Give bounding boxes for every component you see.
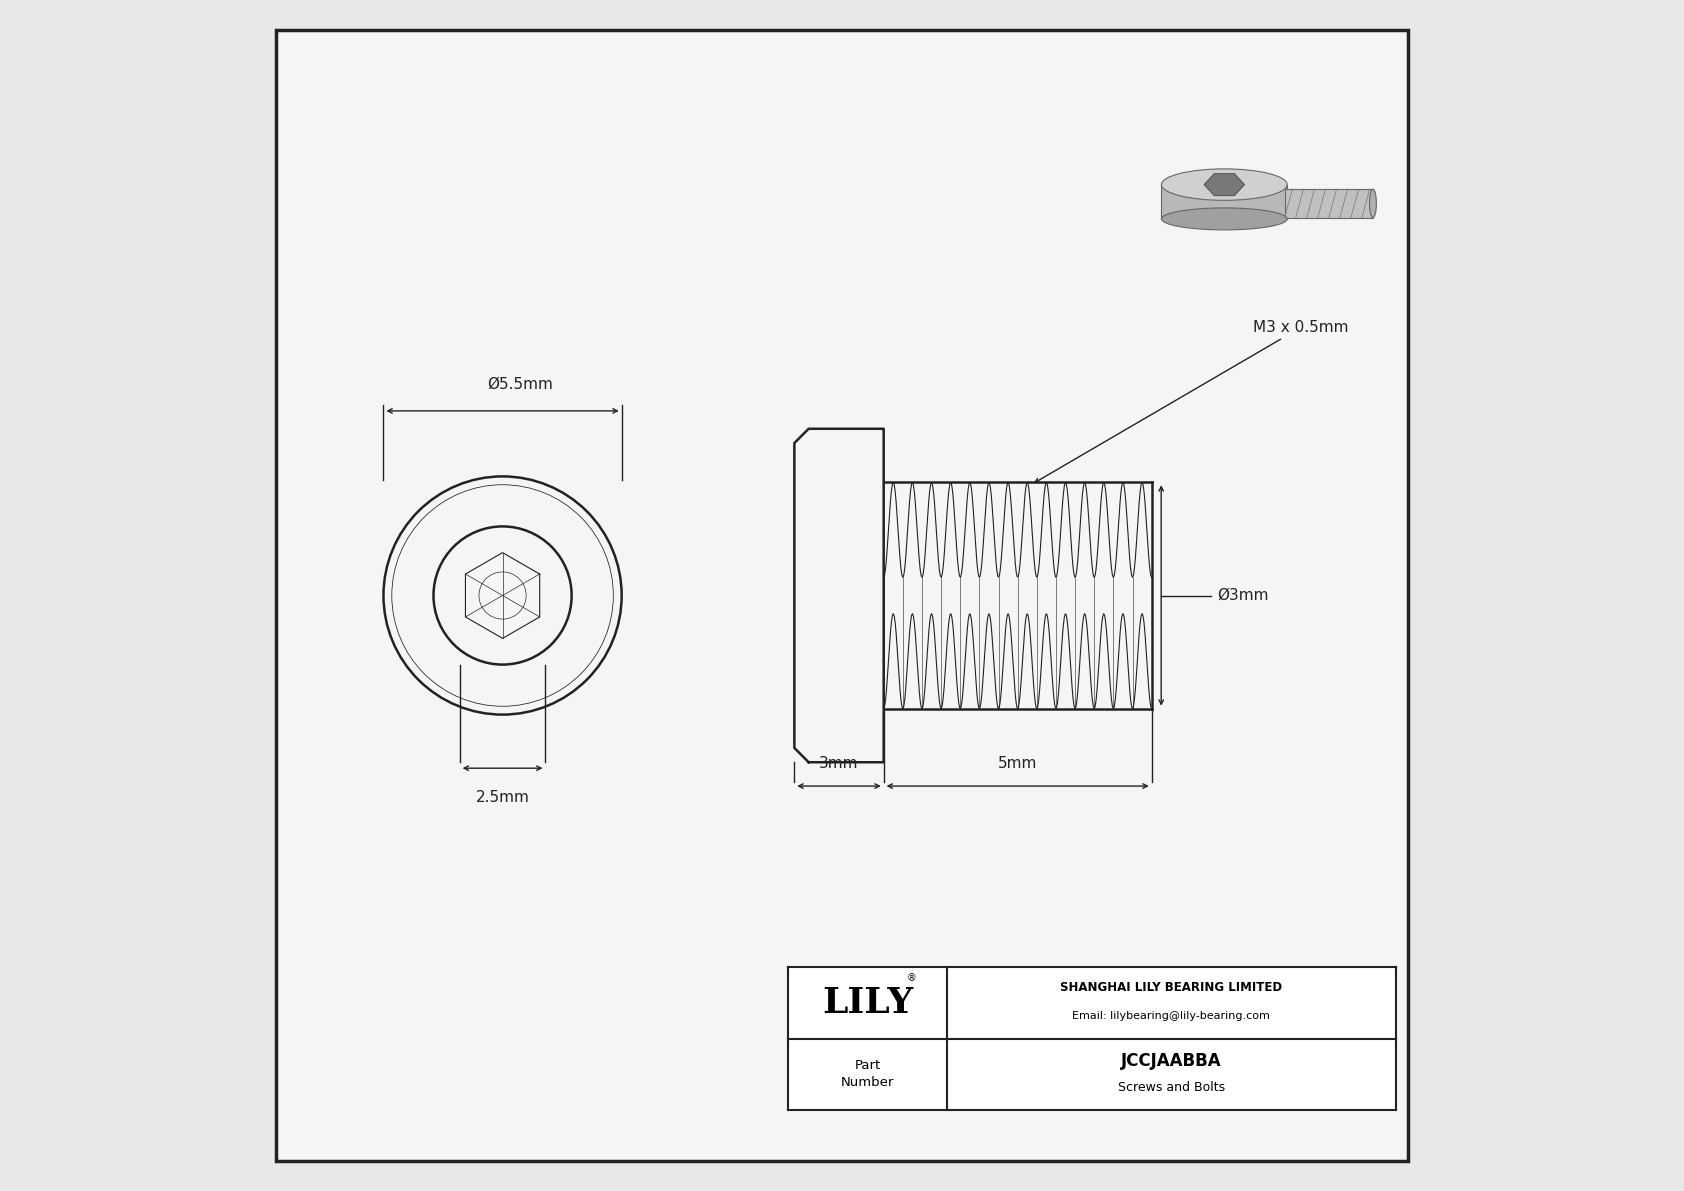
Text: 3mm: 3mm [820,755,859,771]
Text: LILY: LILY [822,986,913,1019]
Text: Part
Number: Part Number [840,1059,894,1090]
Ellipse shape [1162,169,1287,200]
Text: Email: lilybearing@lily-bearing.com: Email: lilybearing@lily-bearing.com [1073,1011,1270,1021]
Ellipse shape [1369,189,1376,218]
Polygon shape [1204,174,1244,195]
Text: Ø3mm: Ø3mm [1218,588,1268,603]
Bar [1285,189,1372,218]
Ellipse shape [1162,208,1287,230]
Text: Ø5.5mm: Ø5.5mm [487,376,554,392]
Text: Screws and Bolts: Screws and Bolts [1118,1081,1224,1093]
Bar [1162,185,1287,219]
Text: JCCJAABBA: JCCJAABBA [1122,1052,1221,1071]
Text: 5mm: 5mm [999,755,1037,771]
Text: 2.5mm: 2.5mm [475,790,529,805]
Text: ®: ® [908,973,916,983]
Bar [788,967,1396,1110]
Text: SHANGHAI LILY BEARING LIMITED: SHANGHAI LILY BEARING LIMITED [1061,981,1283,993]
Text: M3 x 0.5mm: M3 x 0.5mm [1034,320,1349,482]
